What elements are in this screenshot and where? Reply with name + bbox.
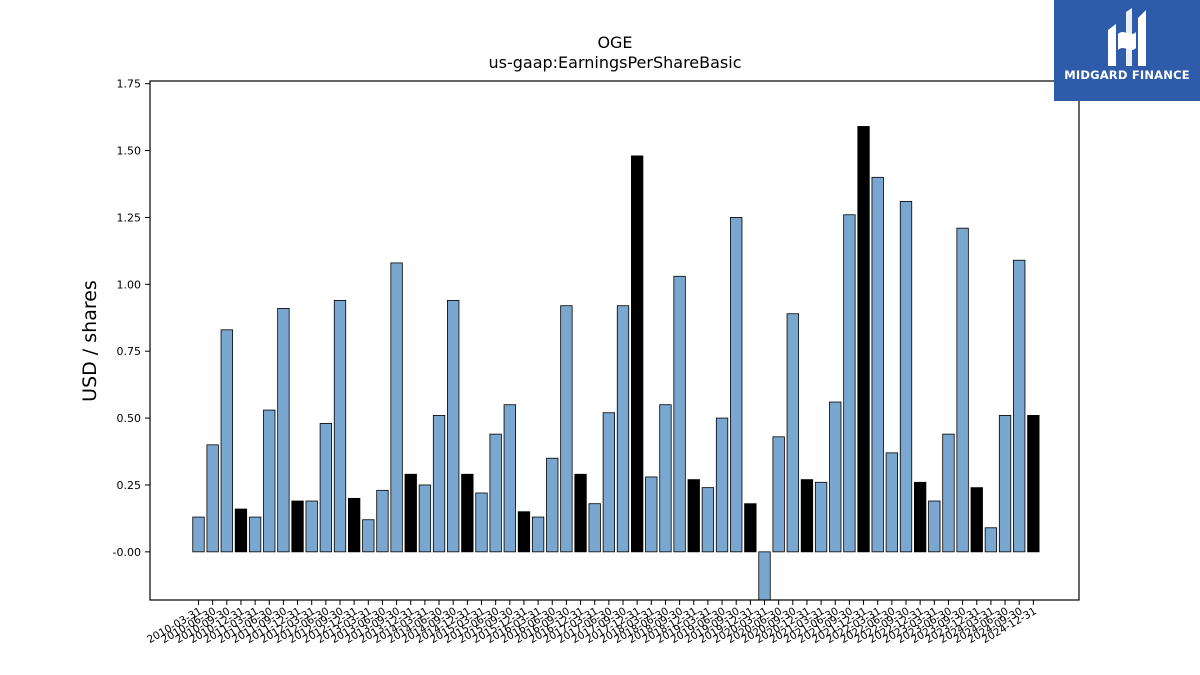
bar-2014-09-30 — [447, 299, 460, 553]
y-axis: -0.00 0.25 0.50 0.75 1.00 1.25 1.50 1.75 — [113, 78, 150, 559]
bar-2016-06-30 — [546, 457, 559, 553]
bar-2017-09-30 — [616, 305, 630, 553]
bar-2023-03-31 — [928, 500, 941, 553]
bar-2013-03-31 — [362, 519, 375, 553]
bar-2023-09-30 — [956, 227, 969, 553]
bar-2014-12-31 — [461, 473, 474, 553]
y-tick-label: -0.00 — [113, 546, 141, 559]
bar-2019-03-31 — [701, 487, 715, 553]
bar-2016-03-31 — [531, 516, 545, 553]
bar-2018-03-31 — [645, 476, 658, 553]
x-axis: 2010-03-312010-06-302010-09-302010-12-31… — [145, 600, 1039, 646]
bar-2015-06-30 — [489, 433, 502, 553]
bar-2015-12-31 — [517, 511, 531, 553]
bar-2017-12-31 — [631, 155, 644, 553]
bar-2021-12-31 — [857, 126, 870, 553]
bar-2021-06-30 — [829, 401, 842, 553]
bar-2011-06-30 — [263, 409, 276, 553]
bar-2023-06-30 — [942, 433, 955, 553]
bar-2020-06-30 — [772, 436, 785, 553]
bar-2013-12-31 — [404, 473, 417, 553]
y-tick-label: 1.50 — [117, 145, 142, 158]
bar-2024-09-30 — [1013, 259, 1026, 553]
bar-2014-03-31 — [418, 484, 432, 553]
brand-name: MIDGARD FINANCE — [1064, 68, 1190, 82]
bar-2024-12-31 — [1027, 415, 1040, 553]
chart-subtitle: us-gaap:EarningsPerShareBasic — [488, 53, 741, 72]
y-axis-label: USD / shares — [79, 280, 101, 402]
bar-2011-12-31 — [291, 500, 304, 553]
bar-2022-12-31 — [914, 481, 927, 553]
bar-2019-09-30 — [730, 217, 743, 553]
bar-2019-12-31 — [744, 503, 757, 553]
bar-2022-09-30 — [899, 200, 913, 553]
bar-2017-06-30 — [602, 412, 615, 553]
bar-2020-03-31 — [758, 551, 771, 601]
bar-2014-06-30 — [432, 415, 446, 553]
bar-2011-03-31 — [248, 516, 262, 553]
bar-2012-03-31 — [305, 500, 318, 553]
bar-2024-03-31 — [984, 527, 998, 553]
bar-2022-03-31 — [871, 176, 884, 553]
bar-2020-12-31 — [800, 479, 814, 553]
bar-2016-09-30 — [560, 305, 573, 553]
bar-2015-09-30 — [503, 404, 516, 553]
bar-2022-06-30 — [885, 452, 898, 553]
bar-2017-03-31 — [588, 503, 601, 553]
y-tick-label: 1.25 — [117, 211, 142, 224]
bar-2018-09-30 — [673, 275, 686, 553]
bar-2010-09-30 — [220, 329, 233, 553]
bar-2012-12-31 — [347, 497, 361, 553]
bar-2020-09-30 — [786, 313, 799, 553]
bar-2011-09-30 — [277, 307, 290, 553]
bar-2018-12-31 — [687, 479, 700, 553]
bar-2021-09-30 — [843, 214, 856, 553]
y-tick-label: 0.50 — [117, 412, 142, 425]
bar-2023-12-31 — [970, 487, 983, 553]
bar-series — [192, 126, 1040, 601]
y-tick-label: 1.00 — [117, 278, 142, 291]
bar-2012-09-30 — [333, 299, 347, 553]
midgard-mark-icon — [1108, 8, 1146, 66]
bar-2024-06-30 — [998, 415, 1012, 553]
bar-2010-03-31 — [192, 516, 205, 553]
y-tick-label: 0.25 — [117, 479, 142, 492]
bar-2010-12-31 — [234, 508, 248, 553]
y-tick-label: 0.75 — [117, 345, 142, 358]
bar-2016-12-31 — [574, 473, 587, 553]
bar-2012-06-30 — [319, 423, 333, 553]
bar-2015-03-31 — [475, 492, 488, 553]
plot-frame — [149, 80, 1080, 601]
bar-2021-03-31 — [814, 481, 828, 553]
bar-2018-06-30 — [659, 404, 672, 553]
y-tick-label: 1.75 — [117, 78, 142, 91]
brand-logo: MIDGARD FINANCE — [1054, 0, 1200, 101]
bar-2013-06-30 — [376, 489, 389, 553]
bar-2019-06-30 — [715, 417, 729, 553]
bar-2013-09-30 — [390, 262, 403, 553]
bar-2010-06-30 — [206, 444, 219, 553]
chart-title: OGE — [597, 33, 632, 52]
